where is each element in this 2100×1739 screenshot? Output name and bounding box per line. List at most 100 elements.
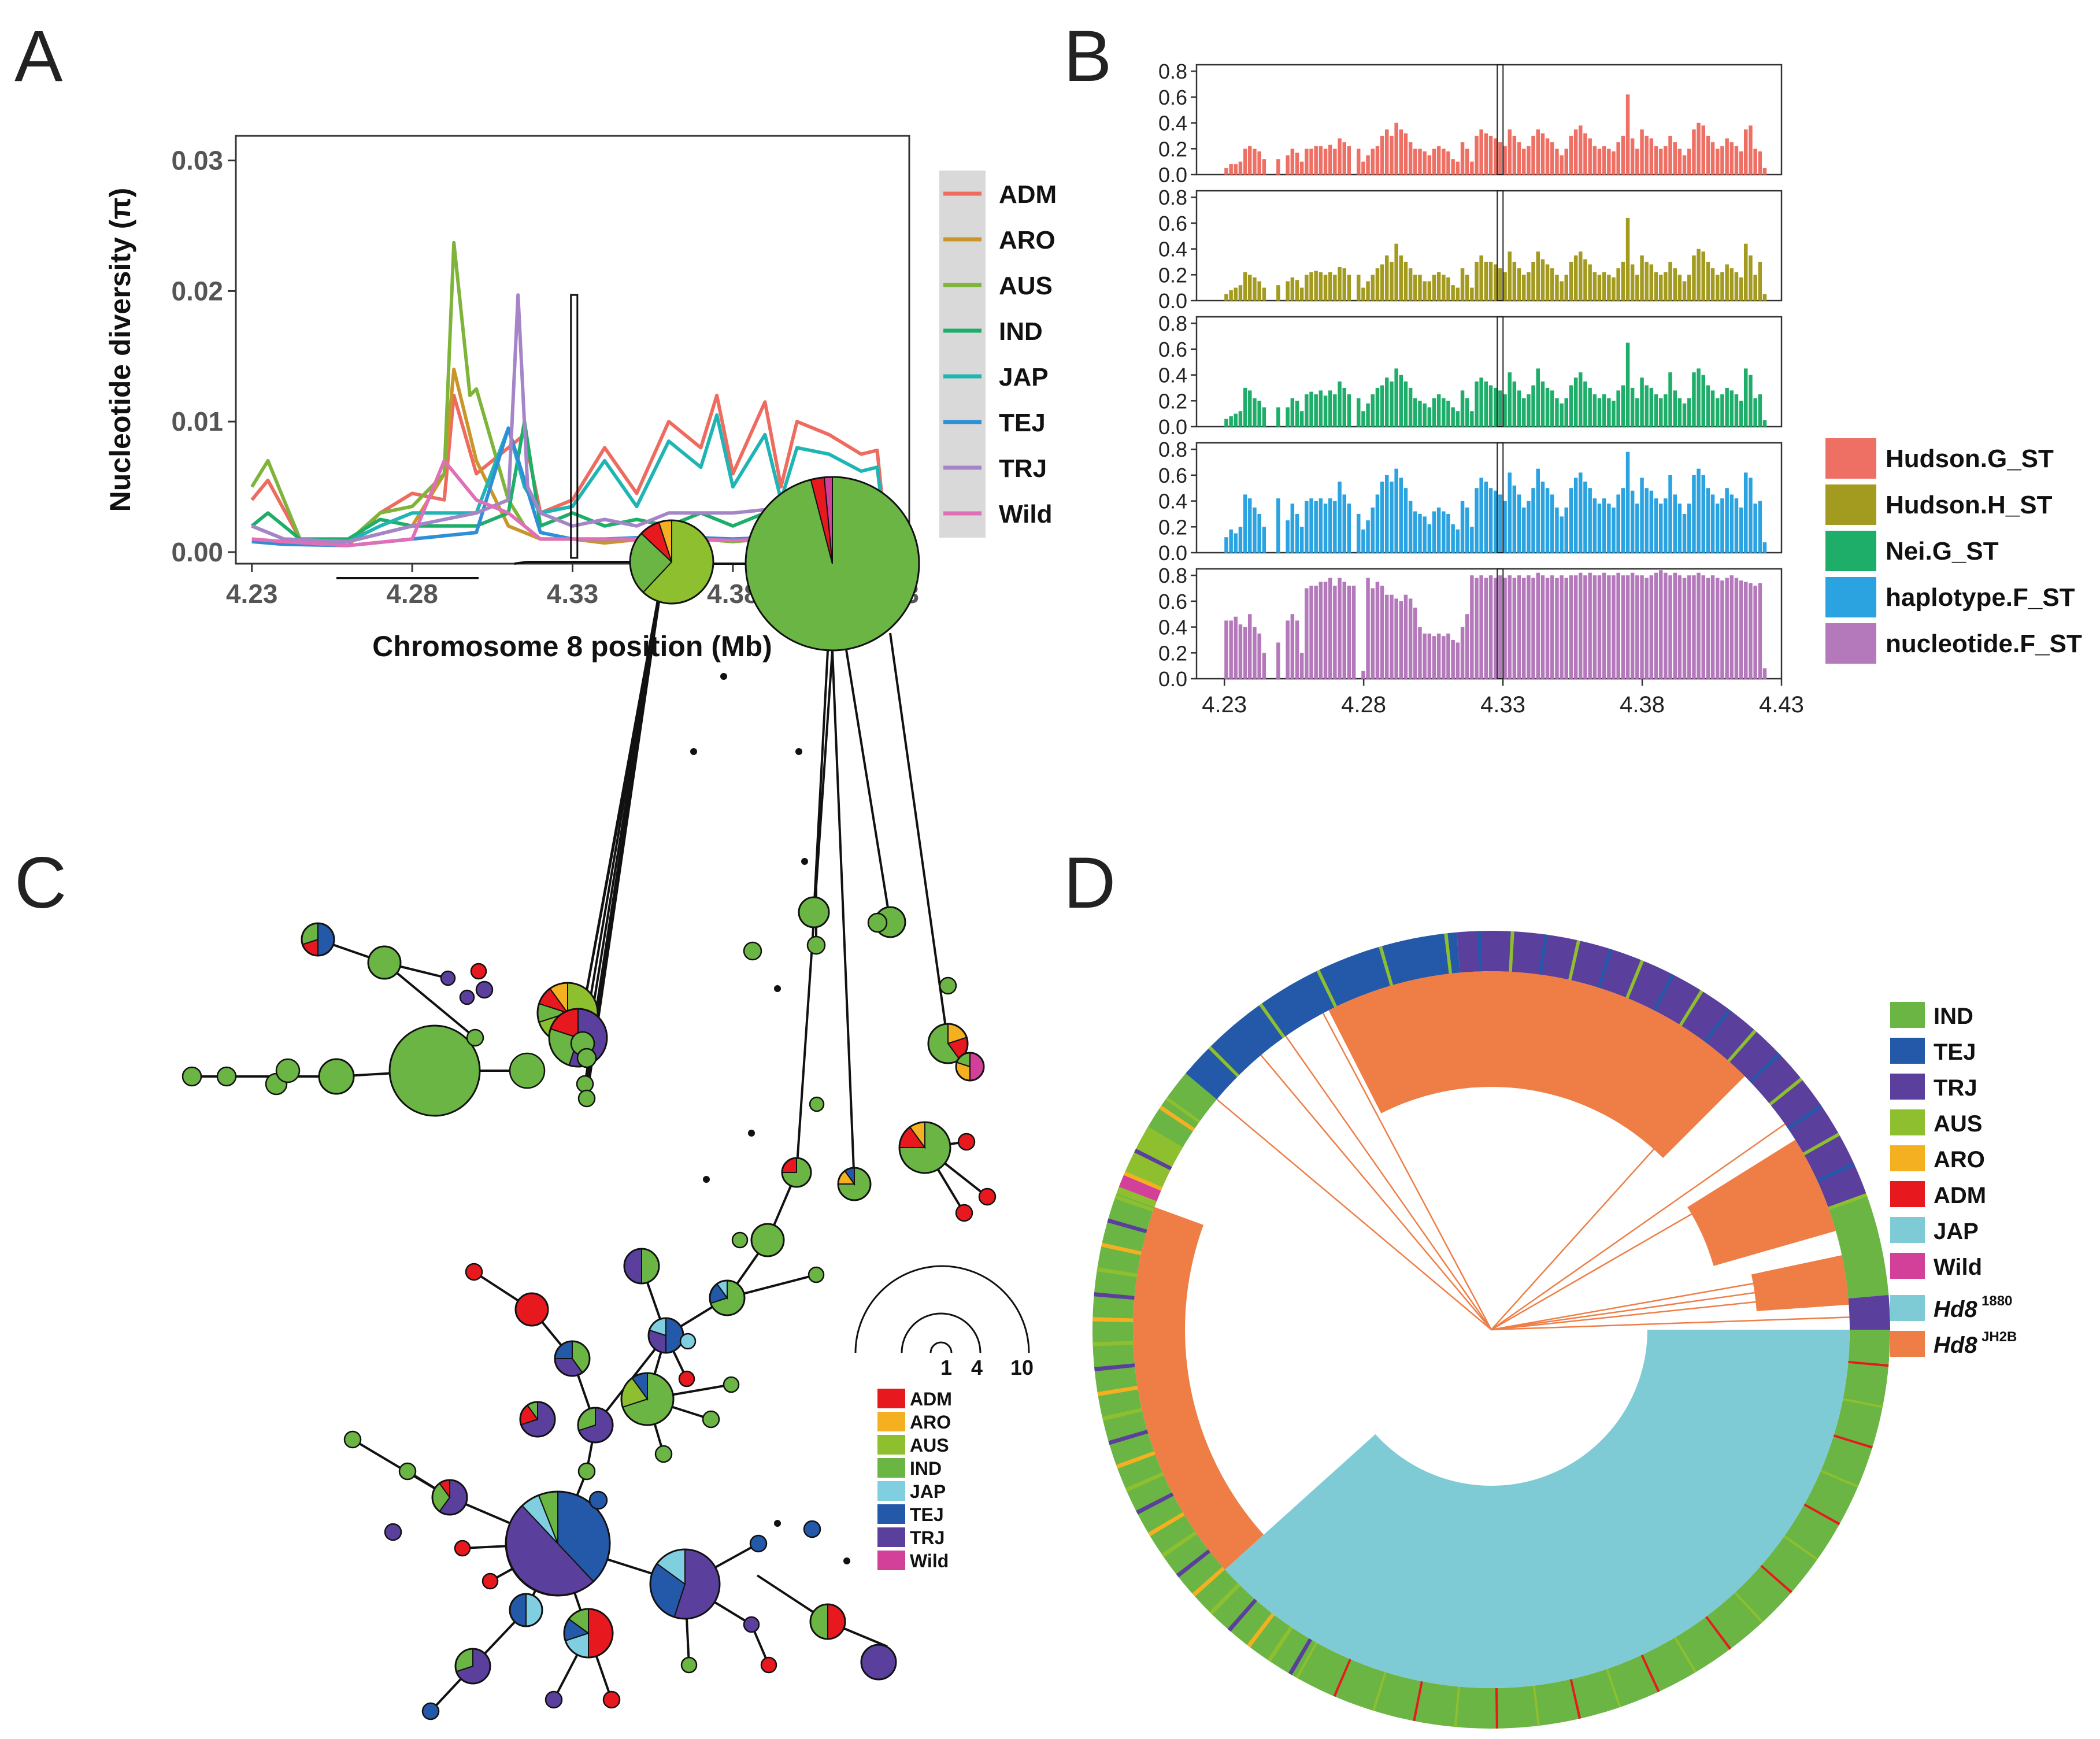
bar (1394, 123, 1398, 175)
ring-stripe (1134, 1148, 1172, 1171)
bar (1536, 572, 1540, 679)
y-tick-label: 0.2 (1158, 641, 1187, 665)
bar (1517, 390, 1521, 427)
bar (1286, 407, 1290, 427)
bar (1517, 142, 1521, 175)
bar (1257, 281, 1261, 301)
node-slice-trj (624, 1248, 642, 1285)
bar (1583, 133, 1587, 175)
bar (1659, 504, 1663, 553)
bar (1706, 385, 1710, 427)
bar (1423, 151, 1427, 175)
bar (1366, 520, 1370, 553)
bar (1545, 387, 1550, 427)
node-outline (709, 1279, 746, 1316)
bar (1649, 387, 1654, 427)
bar (1347, 586, 1351, 679)
bar (1470, 287, 1474, 301)
haplotype-node-small (749, 1534, 768, 1553)
bar (1257, 401, 1261, 427)
legend-label: haplotype.F_ST (1886, 583, 2075, 612)
bar (1243, 494, 1247, 553)
bar (1734, 498, 1739, 553)
bar (1522, 275, 1526, 301)
bar (1583, 381, 1587, 427)
bar (1659, 149, 1663, 175)
bar (1442, 275, 1446, 301)
tree-branch (1260, 1054, 1492, 1330)
bar (1564, 275, 1568, 301)
bar (1701, 125, 1705, 175)
legend-swatch (1825, 484, 1876, 525)
bar (1687, 149, 1691, 175)
y-tick-label: 0.0 (1158, 289, 1187, 313)
bar (1597, 275, 1602, 301)
bar (1682, 403, 1687, 427)
bar (1248, 146, 1252, 175)
legend-background (939, 171, 986, 538)
bar (1625, 452, 1630, 553)
node-slice-ind (318, 1058, 355, 1095)
bar (1758, 501, 1762, 553)
size-legend-arc-4 (901, 1312, 982, 1353)
bar (1630, 387, 1635, 427)
bar (1243, 149, 1247, 175)
bar (1640, 478, 1644, 553)
bar (1347, 146, 1351, 175)
bar (1583, 259, 1587, 301)
legend-label-aro: ARO (999, 226, 1055, 254)
bar (1338, 578, 1342, 679)
bar (1394, 368, 1398, 427)
bar (1749, 375, 1753, 427)
y-tick-label: 0.0 (1158, 415, 1187, 439)
bar (1248, 390, 1252, 427)
bar (1545, 488, 1550, 553)
bar (1234, 413, 1238, 427)
node-slice-ind (367, 945, 402, 980)
haplotype-node-small (808, 1266, 825, 1283)
bar (1299, 161, 1304, 175)
series-line-adm (250, 394, 889, 547)
bar (1475, 135, 1479, 175)
bar (1488, 488, 1493, 553)
bar (1692, 255, 1696, 301)
highlight-region (1497, 316, 1504, 427)
bar (1475, 261, 1479, 301)
node-outline (745, 476, 920, 652)
network-edge (514, 561, 528, 565)
bar (1729, 575, 1734, 679)
bar (1682, 513, 1687, 553)
bar (1328, 498, 1332, 553)
bar (1762, 542, 1767, 553)
clade-hd8-jh2b (1687, 1139, 1836, 1266)
haplotype-node-small (803, 1520, 821, 1538)
bar (1716, 578, 1720, 679)
node-outline (548, 1008, 608, 1068)
group-label-aro: ARO (910, 1412, 951, 1433)
panel-b-legend: Hudson.G_ST Hudson.H_ST Nei.G_ST haplotype.… (1825, 438, 2082, 664)
haplotype-node (519, 1401, 556, 1438)
ring-stripe (1092, 1317, 1134, 1322)
bar (1616, 572, 1620, 679)
legend-label-aus: AUS (1934, 1111, 1982, 1137)
bar (1328, 272, 1332, 301)
y-tick-label: 0.4 (1158, 616, 1187, 639)
bar (1550, 142, 1554, 175)
legend-label-hd8-sup: 1880 (1982, 1293, 2012, 1309)
bar (1366, 578, 1370, 679)
bar (1262, 287, 1266, 301)
bar (1645, 488, 1649, 553)
tree-branch (1285, 1035, 1492, 1330)
bar (1418, 401, 1422, 427)
bar (1536, 251, 1540, 301)
bar (1385, 475, 1389, 553)
y-axis-label: Nucleotide diversity (π) (104, 188, 136, 512)
bar (1677, 398, 1682, 427)
bar (1427, 524, 1432, 553)
isolated-dot (774, 1520, 781, 1527)
bar (1436, 633, 1441, 679)
bar (1380, 482, 1384, 553)
y-tick-label: 0.6 (1158, 590, 1187, 613)
ring-stripe (1123, 1171, 1162, 1191)
haplotype-node (301, 922, 335, 957)
